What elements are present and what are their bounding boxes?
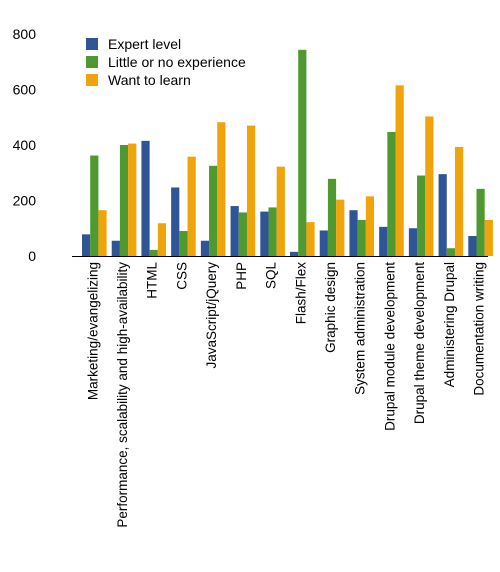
category-label-11: Drupal theme development (412, 262, 427, 424)
bar-1-8 (327, 178, 337, 256)
y-tick-label-1: 200 (13, 193, 37, 209)
bar-2-12 (454, 146, 464, 256)
bar-1-7 (298, 49, 307, 256)
bar-2-11 (425, 116, 434, 256)
bar-2-2 (157, 223, 167, 256)
category-label-5: PHP (234, 262, 249, 290)
bar-0-5 (230, 206, 239, 256)
bar-0-9 (349, 210, 358, 256)
category-label-1: Performance, scalability and high-availa… (115, 262, 130, 528)
bar-1-13 (476, 188, 485, 256)
y-tick-label-0: 0 (28, 248, 36, 264)
legend-swatch-2 (86, 74, 98, 86)
legend-label-1: Little or no experience (108, 54, 246, 70)
category-labels: Marketing/evangelizing Performance, scala… (85, 262, 486, 528)
bar-2-0 (98, 210, 107, 256)
bar-2-3 (187, 156, 196, 256)
category-label-3: CSS (174, 262, 189, 290)
category-label-8: Graphic design (323, 262, 338, 353)
bar-2-8 (336, 199, 345, 256)
bar-1-0 (90, 155, 99, 256)
bar-2-7 (306, 222, 315, 256)
bar-2-6 (276, 166, 285, 256)
bar-1-3 (179, 231, 188, 256)
bar-0-7 (290, 251, 299, 256)
bar-0-8 (319, 230, 328, 256)
bar-1-1 (119, 145, 129, 256)
legend-label-0: Expert level (108, 36, 181, 52)
bar-1-2 (149, 249, 158, 256)
category-label-7: Flash/Flex (293, 262, 308, 325)
bar-0-11 (408, 228, 418, 256)
legend-swatch-0 (86, 38, 98, 50)
category-label-9: System administration (353, 262, 368, 395)
bar-2-13 (484, 219, 493, 256)
category-label-0: Marketing/evangelizing (85, 262, 100, 400)
bar-0-12 (438, 174, 447, 256)
bars (82, 49, 493, 256)
bar-0-6 (260, 211, 269, 256)
y-tick-label-4: 800 (13, 26, 37, 42)
category-label-13: Documentation writing (472, 262, 487, 396)
bar-0-10 (379, 226, 388, 256)
y-axis-ticks: 0 200 400 600 800 (13, 26, 37, 264)
bar-0-3 (171, 187, 180, 256)
bar-1-5 (238, 212, 247, 256)
category-label-2: HTML (145, 262, 160, 299)
y-tick-label-3: 600 (13, 82, 37, 98)
bar-2-10 (395, 85, 404, 256)
category-label-6: SQL (264, 262, 279, 290)
bar-2-5 (246, 125, 256, 256)
legend: Expert level Little or no experience Want … (86, 36, 246, 88)
bar-0-13 (468, 236, 477, 256)
bar-0-4 (200, 240, 210, 256)
y-tick-label-2: 400 (13, 137, 37, 153)
category-label-10: Drupal module development (382, 262, 397, 431)
bar-1-9 (357, 219, 366, 256)
bar-1-4 (209, 165, 218, 256)
bar-2-9 (365, 196, 375, 256)
legend-swatch-1 (86, 56, 98, 68)
bar-1-10 (387, 131, 396, 256)
bar-1-11 (417, 175, 426, 256)
bar-0-1 (111, 240, 120, 256)
bar-2-1 (128, 143, 137, 256)
bar-1-12 (446, 248, 455, 256)
bar-0-0 (82, 234, 91, 256)
legend-label-2: Want to learn (108, 72, 191, 88)
bar-0-2 (141, 140, 150, 256)
bar-1-6 (268, 207, 277, 256)
bar-2-4 (217, 122, 226, 256)
category-label-4: JavaScript/jQuery (204, 262, 219, 369)
category-label-12: Administering Drupal (442, 262, 457, 387)
